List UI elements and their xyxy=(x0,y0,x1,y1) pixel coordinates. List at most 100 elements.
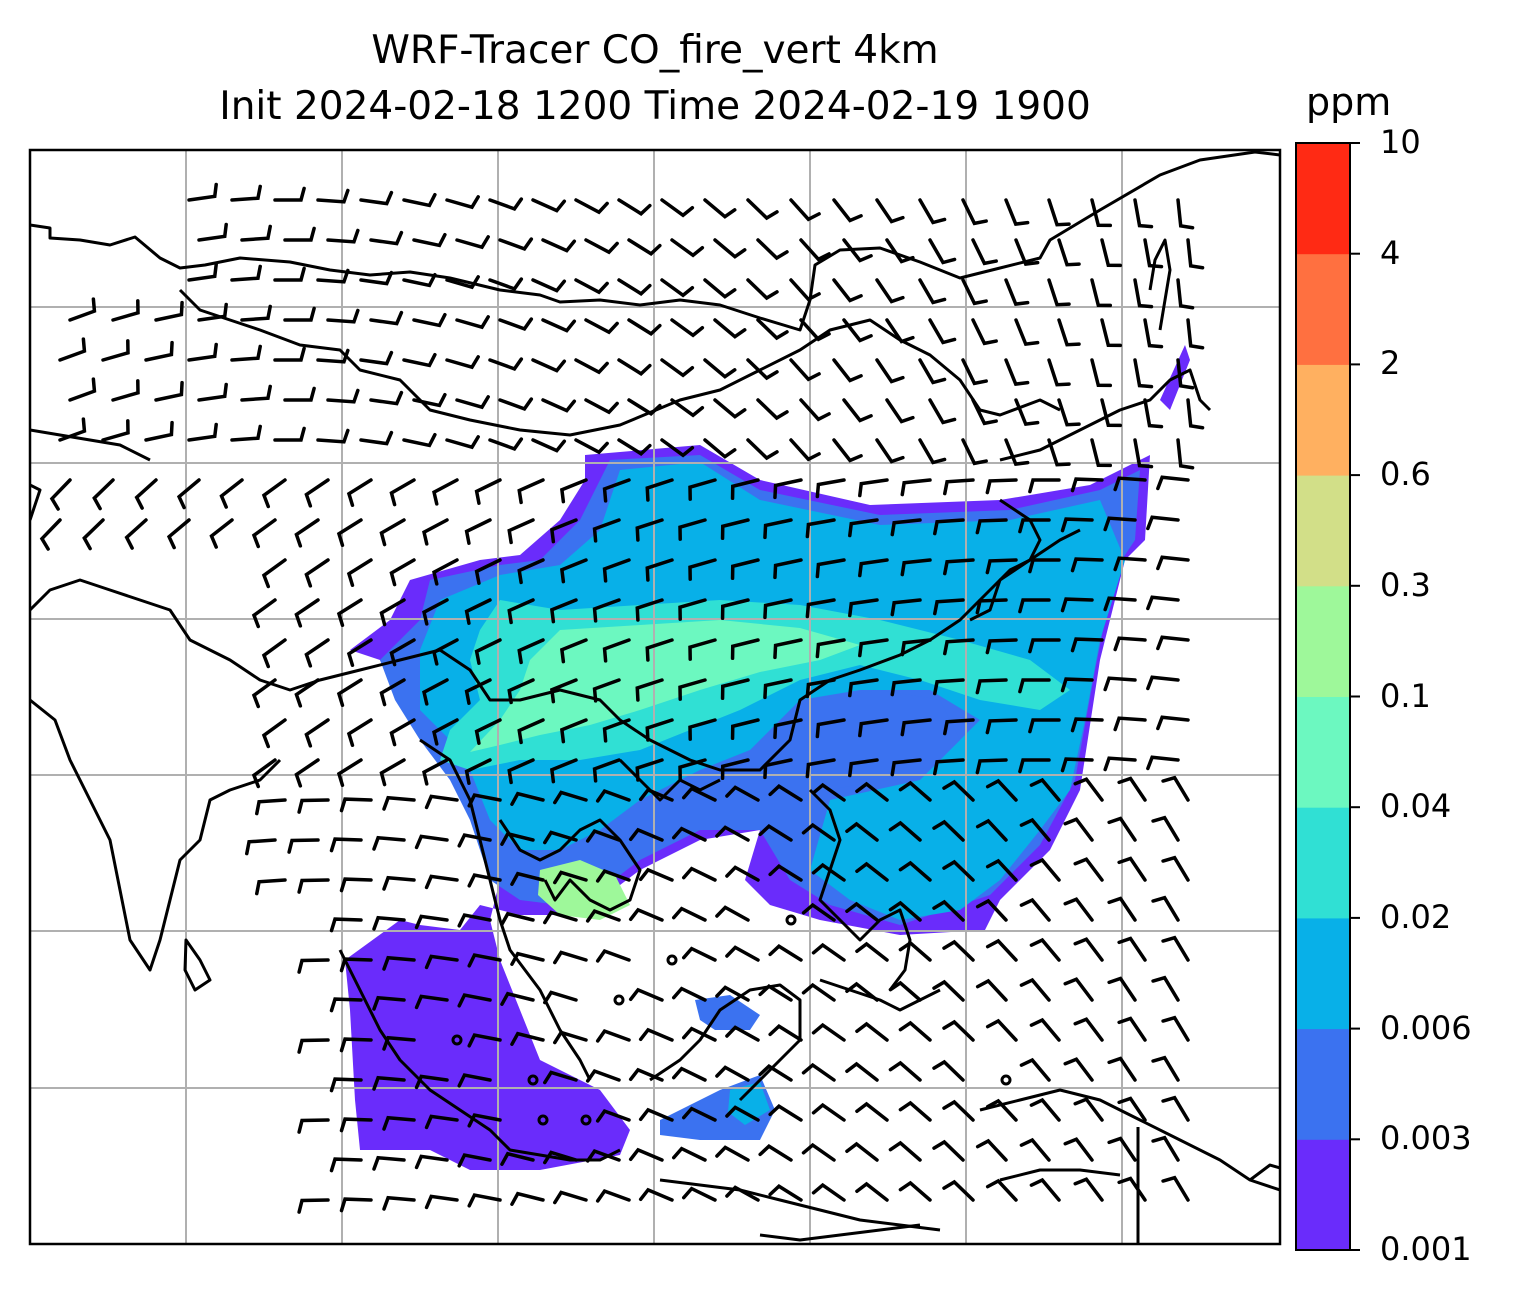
wind-barb xyxy=(801,1062,836,1082)
wind-barb xyxy=(500,831,535,846)
wind-barb xyxy=(1090,438,1113,468)
wind-barb xyxy=(638,1107,674,1122)
wind-barb xyxy=(918,198,947,225)
wind-barb xyxy=(1004,198,1030,227)
wind-barb xyxy=(842,318,873,343)
wind-barb xyxy=(933,758,965,776)
wind-barb xyxy=(445,275,480,290)
wind-barb xyxy=(517,558,545,585)
wind-barb xyxy=(1014,238,1040,267)
wind-barb xyxy=(531,198,567,213)
wind-barb xyxy=(329,1077,363,1093)
wind-barb xyxy=(985,858,1018,882)
wind-barb xyxy=(720,678,750,701)
wind-barb xyxy=(1028,638,1061,654)
wind-barb xyxy=(635,518,664,542)
wind-barb xyxy=(1113,556,1147,572)
wind-barb xyxy=(68,377,97,402)
wind-barb xyxy=(682,786,717,802)
wind-barb xyxy=(457,993,492,1008)
wind-barb xyxy=(553,790,588,805)
wind-barb xyxy=(316,348,350,364)
wind-barb xyxy=(510,791,545,806)
wind-barb xyxy=(517,478,545,505)
wind-barb xyxy=(1100,318,1123,348)
wind-barb xyxy=(617,198,652,216)
wind-barb xyxy=(975,1138,1008,1162)
colorbar-swatch xyxy=(1296,364,1350,476)
wind-barb xyxy=(455,235,490,250)
wind-barb xyxy=(961,438,988,466)
wind-barb xyxy=(1113,636,1147,652)
map-subtitle: Init 2024-02-18 1200 Time 2024-02-19 190… xyxy=(219,84,1091,129)
wind-barb xyxy=(672,1066,707,1082)
wind-barb xyxy=(273,186,306,202)
wind-barb xyxy=(187,342,218,362)
wind-barb xyxy=(971,398,998,426)
wind-barb xyxy=(1073,937,1104,962)
wind-barb xyxy=(1047,438,1071,467)
wind-barb xyxy=(283,226,316,242)
wind-barb xyxy=(251,598,277,629)
wind-barb xyxy=(336,758,363,788)
wind-barb xyxy=(1063,1137,1094,1162)
wind-barb xyxy=(424,874,459,890)
wind-barb xyxy=(382,795,416,811)
wind-barb xyxy=(799,318,831,342)
wind-barb xyxy=(932,1139,965,1162)
wind-barb xyxy=(660,278,695,298)
wind-barb xyxy=(832,198,863,223)
calm-marker xyxy=(666,954,678,966)
wind-barb xyxy=(768,1184,803,1202)
wind-barb xyxy=(678,678,707,701)
wind-barb xyxy=(585,1069,621,1083)
wind-barb xyxy=(101,339,130,362)
wind-barb xyxy=(1073,777,1104,802)
wind-barb xyxy=(304,478,330,508)
wind-barb xyxy=(815,478,846,499)
wind-barb xyxy=(1073,1017,1104,1042)
wind-barb xyxy=(1060,597,1094,613)
wind-barb xyxy=(432,478,459,506)
calm-marker xyxy=(785,914,797,926)
wind-barb xyxy=(329,1157,363,1173)
wind-barb xyxy=(574,278,609,295)
wind-barb xyxy=(888,900,922,922)
wind-barb xyxy=(283,306,316,322)
wind-barb xyxy=(713,318,747,339)
wind-barb xyxy=(372,1155,406,1171)
wind-barb xyxy=(559,558,588,584)
calm-marker xyxy=(527,1074,539,1086)
wind-barb xyxy=(725,945,760,962)
wind-barb xyxy=(1047,198,1071,227)
wind-barb xyxy=(166,518,191,550)
wind-barb xyxy=(801,902,836,922)
wind-barb xyxy=(638,787,674,802)
wind-barb xyxy=(875,198,905,224)
wind-barb xyxy=(898,940,932,962)
wind-barb xyxy=(713,238,747,259)
wind-barb xyxy=(746,198,779,221)
wind-barb xyxy=(758,1144,793,1162)
wind-barb xyxy=(848,518,879,538)
wind-barb xyxy=(703,278,737,299)
wind-barb xyxy=(1073,1097,1104,1122)
wind-barb xyxy=(339,957,373,973)
wind-barb xyxy=(297,1038,330,1054)
wind-barb xyxy=(339,797,373,813)
wind-barb xyxy=(942,1179,975,1202)
colorbar-swatch xyxy=(1296,807,1350,919)
wind-barb xyxy=(297,878,330,894)
calm-marker xyxy=(451,1034,463,1046)
wind-barb xyxy=(1063,817,1094,842)
wind-barb xyxy=(918,278,947,305)
colorbar-swatch xyxy=(1296,253,1350,365)
wind-barb xyxy=(888,1140,922,1162)
wind-barb xyxy=(101,419,130,442)
wind-barb xyxy=(240,384,272,402)
wind-barb xyxy=(703,198,737,219)
calm-markers xyxy=(451,914,1012,1126)
wind-barb xyxy=(543,990,578,1005)
wind-barb xyxy=(176,478,201,510)
wind-barb xyxy=(773,478,803,500)
